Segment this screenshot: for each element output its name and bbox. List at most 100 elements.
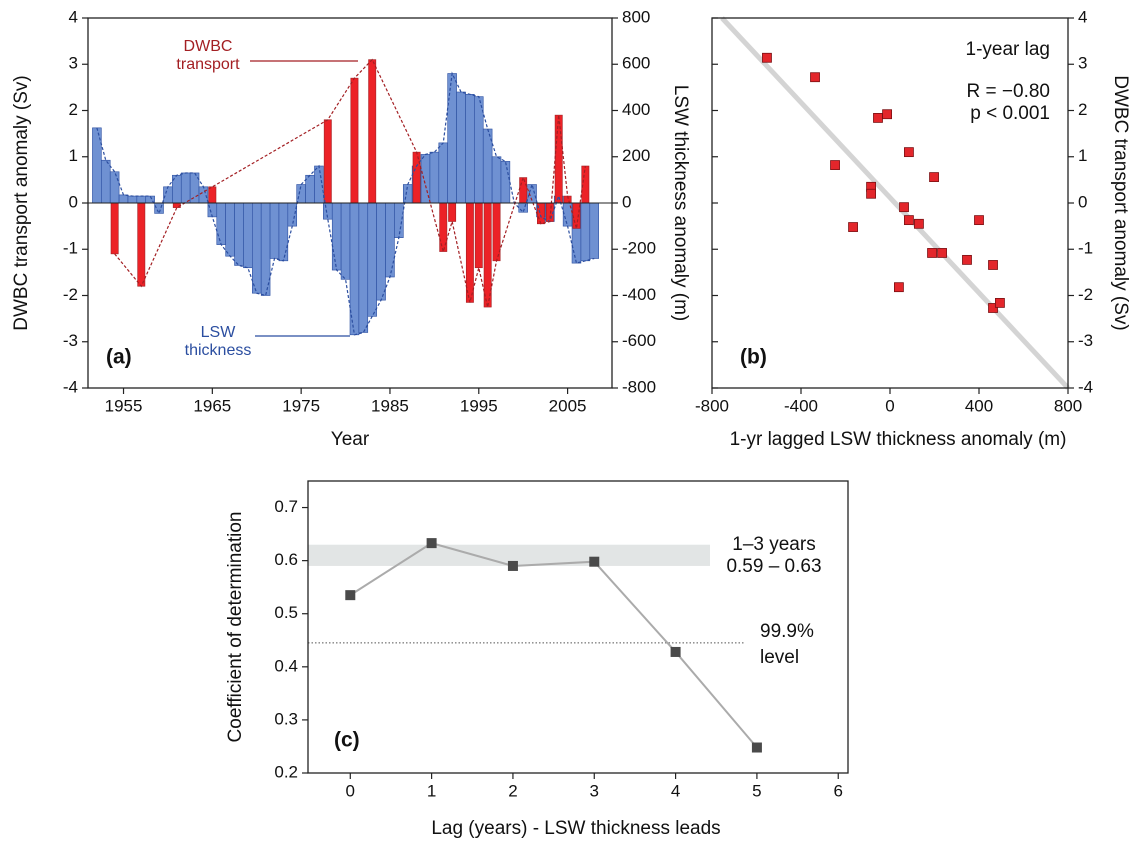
point (507, 560, 518, 571)
bar (243, 202, 253, 269)
bar (323, 119, 332, 204)
point (995, 297, 1005, 308)
x-tick-label: 5 (752, 781, 761, 800)
y-tick-label: 4 (69, 7, 78, 26)
x-tick-label: 2 (508, 781, 517, 800)
x-tick-label: 400 (965, 396, 993, 415)
bar (109, 171, 120, 204)
bar (519, 177, 528, 204)
bar (483, 202, 492, 308)
y-tick-label: -4 (63, 377, 78, 396)
bar (198, 186, 209, 204)
x-tick-label: -400 (784, 396, 818, 415)
bar (208, 186, 217, 204)
bar (474, 96, 484, 204)
x-tick-label: -800 (695, 396, 729, 415)
annotation: p < 0.001 (970, 103, 1050, 124)
annotation: R = −0.80 (967, 81, 1050, 102)
bar (137, 202, 146, 287)
y-tick-label: 2 (69, 100, 78, 119)
series-label: LSW thickness (185, 324, 252, 359)
bar (491, 156, 502, 204)
bar (136, 195, 147, 204)
bar (581, 165, 590, 204)
x-tick-label: 1965 (193, 396, 231, 415)
bar (474, 202, 483, 269)
point (882, 109, 893, 120)
x-axis-title: 1-yr lagged LSW thickness anomaly (m) (730, 429, 1067, 450)
y-tick-label: 0 (1078, 192, 1087, 211)
bar (350, 77, 359, 204)
y-tick-label: -1 (1078, 239, 1093, 258)
bar (412, 151, 421, 204)
bar (340, 202, 351, 280)
point (988, 260, 998, 270)
y-tick-label: 800 (622, 7, 650, 26)
bar (234, 202, 244, 266)
point (904, 215, 914, 226)
bar (225, 202, 235, 257)
y-tick-label: 200 (622, 146, 650, 165)
bar (448, 202, 457, 222)
x-tick-label: 4 (671, 781, 680, 800)
bar (465, 202, 474, 303)
y-tick-label: 4 (1078, 7, 1087, 26)
y-tick-label: -400 (622, 285, 656, 304)
bar (554, 114, 563, 204)
y-tick-label: 1 (69, 146, 78, 165)
x-tick-label: 1955 (105, 396, 143, 415)
bar (101, 159, 111, 204)
y-tick-label: 0.4 (274, 656, 298, 675)
bar (394, 202, 404, 238)
x-tick-label: 1995 (460, 396, 498, 415)
bar (278, 202, 289, 262)
point (866, 188, 876, 199)
x-axis-title: Lag (years) - LSW thickness leads (431, 818, 720, 839)
band-label: 0.59 – 0.63 (726, 556, 821, 577)
panel-label: (c) (334, 729, 360, 752)
point (899, 202, 909, 213)
band-label: 1–3 years (732, 534, 815, 555)
threshold-label: level (760, 647, 799, 668)
bar (305, 174, 315, 204)
bar (180, 172, 191, 204)
x-tick-label: 0 (346, 781, 355, 800)
x-tick-label: 800 (1054, 396, 1082, 415)
y-tick-label: 1 (1078, 146, 1087, 165)
x-tick-label: 1975 (282, 396, 320, 415)
bar (447, 73, 457, 204)
x-tick-label: 2005 (549, 396, 587, 415)
y-tick-label: 2 (1078, 100, 1087, 119)
point (894, 282, 904, 293)
y-tick-label: -3 (63, 331, 78, 350)
bar (163, 186, 173, 204)
y2-axis-title: DWBC transport anomaly (Sv) (1110, 75, 1131, 331)
y-tick-label: 600 (622, 54, 650, 73)
bar (500, 161, 511, 204)
y-tick-label: -4 (1078, 377, 1093, 396)
bar (216, 202, 226, 245)
point (904, 147, 914, 158)
point (974, 215, 984, 226)
point (929, 172, 939, 183)
bar (589, 202, 599, 259)
x-tick-label: 0 (885, 396, 894, 415)
point (848, 222, 858, 232)
y-tick-label: 400 (622, 100, 650, 119)
point (762, 52, 772, 63)
bar (172, 202, 181, 208)
y-tick-label: 0.2 (274, 762, 298, 781)
bar (376, 202, 386, 301)
y-tick-label: -1 (63, 239, 78, 258)
point (937, 248, 947, 258)
point (751, 742, 762, 753)
series-line (96, 71, 595, 336)
point (873, 113, 883, 123)
point (830, 160, 840, 170)
plot-frame (307, 480, 849, 774)
bar (456, 91, 466, 204)
y-tick-label: 0.7 (274, 497, 298, 516)
y-tick-label: -3 (1078, 331, 1093, 350)
